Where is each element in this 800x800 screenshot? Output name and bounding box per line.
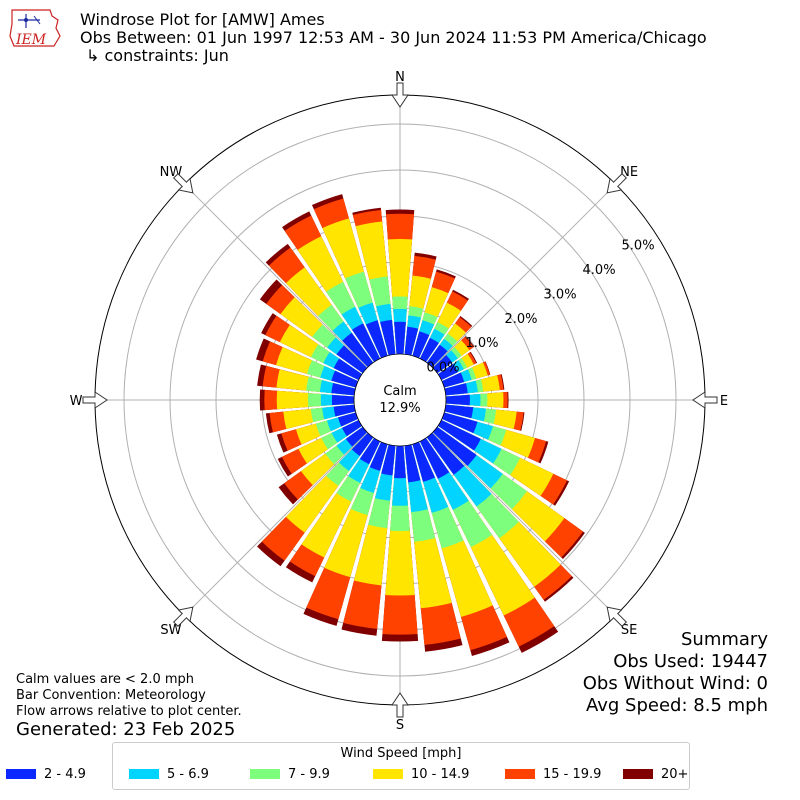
- windrose-bar-segment: [380, 319, 396, 356]
- radial-tick-label: 1.0%: [466, 336, 499, 351]
- windrose-bar-segment: [359, 438, 381, 465]
- windrose-bar-segment: [352, 323, 381, 362]
- windrose-bar-segment: [441, 372, 465, 388]
- flow-arrow-icon: [391, 692, 409, 718]
- flow-arrow-icon: [391, 82, 409, 108]
- windrose-bar-segment: [394, 321, 406, 355]
- direction-label-s: S: [396, 718, 404, 733]
- windrose-bar-segment: [412, 331, 430, 359]
- flow-arrow-icon: [606, 173, 627, 194]
- calm-label: Calm: [383, 384, 416, 399]
- summary-avg-speed: Avg Speed: 8.5 mph: [586, 695, 768, 716]
- radial-tick-label: 3.0%: [544, 287, 577, 302]
- summary-obs-without-wind: Obs Without Wind: 0: [582, 673, 768, 694]
- legend-item: 5 - 6.9: [129, 767, 209, 783]
- windrose-bar-segment: [369, 441, 388, 471]
- obs-between: Obs Between: 01 Jun 1997 12:53 AM - 30 J…: [80, 28, 707, 47]
- chart-title: Windrose Plot for [AMW] Ames: [80, 10, 325, 29]
- bar-convention-note: Bar Convention: Meteorology: [16, 688, 206, 703]
- radial-tick-label: 2.0%: [505, 312, 538, 327]
- flow-arrows-note: Flow arrows relative to plot center.: [16, 704, 242, 719]
- windrose-bar-segment: [342, 332, 374, 368]
- summary-title: Summary: [681, 629, 768, 650]
- legend-swatch: [129, 769, 159, 779]
- flow-arrow-icon: [606, 606, 627, 627]
- radial-tick-label: 5.0%: [622, 239, 655, 254]
- windrose-bar-segment: [441, 412, 478, 434]
- generated-date: Generated: 23 Feb 2025: [16, 719, 236, 740]
- grid-spoke: [432, 432, 617, 617]
- windrose-bar-segment: [432, 426, 477, 466]
- legend-swatch: [505, 769, 535, 779]
- direction-label-n: N: [395, 70, 405, 85]
- flow-arrow-icon: [173, 606, 194, 627]
- flow-arrow-icon: [82, 391, 108, 409]
- legend-swatch: [623, 769, 653, 779]
- legend-swatch: [6, 769, 36, 779]
- windrose-bar-segment: [444, 404, 474, 419]
- iem-logo: IEM: [9, 9, 61, 48]
- windrose-bar-segment: [331, 394, 355, 406]
- legend-item: 7 - 9.9: [250, 767, 330, 783]
- windrose-bar-segment: [419, 438, 450, 479]
- legend-item: 15 - 19.9: [505, 767, 601, 783]
- windrose-bar-segment: [331, 370, 359, 388]
- windrose-bar-segment: [365, 320, 388, 359]
- legend-label: 15 - 19.9: [543, 767, 602, 782]
- windrose-bar-segment: [336, 345, 368, 374]
- radial-tick-label: 4.0%: [583, 263, 616, 278]
- windrose-bar-segment: [338, 412, 359, 427]
- calm-circle: [353, 353, 447, 447]
- windrose-bar-segment: [438, 419, 481, 451]
- windrose-bar-segment: [412, 441, 436, 482]
- flow-arrow-icon: [173, 173, 194, 194]
- legend-label: 7 - 9.9: [288, 767, 330, 782]
- windrose-bar-segment: [444, 383, 468, 396]
- legend-label: 5 - 6.9: [167, 767, 209, 782]
- windrose-bar-segment: [333, 358, 362, 381]
- calm-note: Calm values are < 2.0 mph: [16, 672, 195, 687]
- flow-arrow-icon: [692, 391, 718, 409]
- direction-label-w: W: [70, 394, 83, 409]
- windrose-bar-segment: [394, 445, 406, 479]
- grid-spoke: [432, 183, 617, 368]
- windrose-bar-segment: [381, 444, 396, 476]
- legend: Wind Speed [mph] 2 - 4.9 5 - 6.9 7 - 9.9 10…: [6, 742, 690, 790]
- windrose-bar-segment: [351, 432, 374, 457]
- windrose-bar-segment: [341, 419, 362, 437]
- windrose-bar-segment: [404, 444, 421, 483]
- windrose-bar-segment: [432, 355, 453, 374]
- legend-label: 10 - 14.9: [411, 767, 470, 782]
- windrose-bar-segment: [345, 426, 368, 447]
- windrose-bar-segment: [426, 432, 465, 475]
- legend-swatch: [250, 769, 280, 779]
- windrose-bar-segment: [445, 394, 470, 406]
- calm-value: 12.9%: [379, 401, 420, 416]
- windrose-bar-segment: [404, 326, 419, 356]
- logo-text: IEM: [15, 32, 47, 48]
- windrose-bar-segment: [333, 404, 356, 417]
- legend-item: 10 - 14.9: [373, 767, 469, 783]
- direction-label-se: SE: [621, 623, 637, 638]
- summary-obs-used: Obs Used: 19447: [613, 651, 768, 672]
- legend-label: 20+: [661, 767, 689, 782]
- constraints: ↳ constraints: Jun: [86, 46, 229, 65]
- radial-tick-label: 0.0%: [426, 361, 459, 376]
- legend-title: Wind Speed [mph]: [340, 746, 462, 761]
- windrose-bar-segment: [331, 382, 356, 396]
- legend-label: 2 - 4.9: [44, 767, 86, 782]
- direction-label-sw: SW: [160, 623, 181, 638]
- grid-spoke: [183, 432, 368, 617]
- direction-label-e: E: [720, 394, 728, 409]
- grid-spoke: [183, 183, 368, 368]
- legend-item: 2 - 4.9: [6, 767, 86, 783]
- windrose-bar-segment: [438, 363, 459, 381]
- legend-item: 20+: [623, 767, 688, 783]
- windrose-bar-segment: [419, 337, 439, 362]
- legend-swatch: [373, 769, 403, 779]
- windrose-bar-segment: [426, 344, 448, 368]
